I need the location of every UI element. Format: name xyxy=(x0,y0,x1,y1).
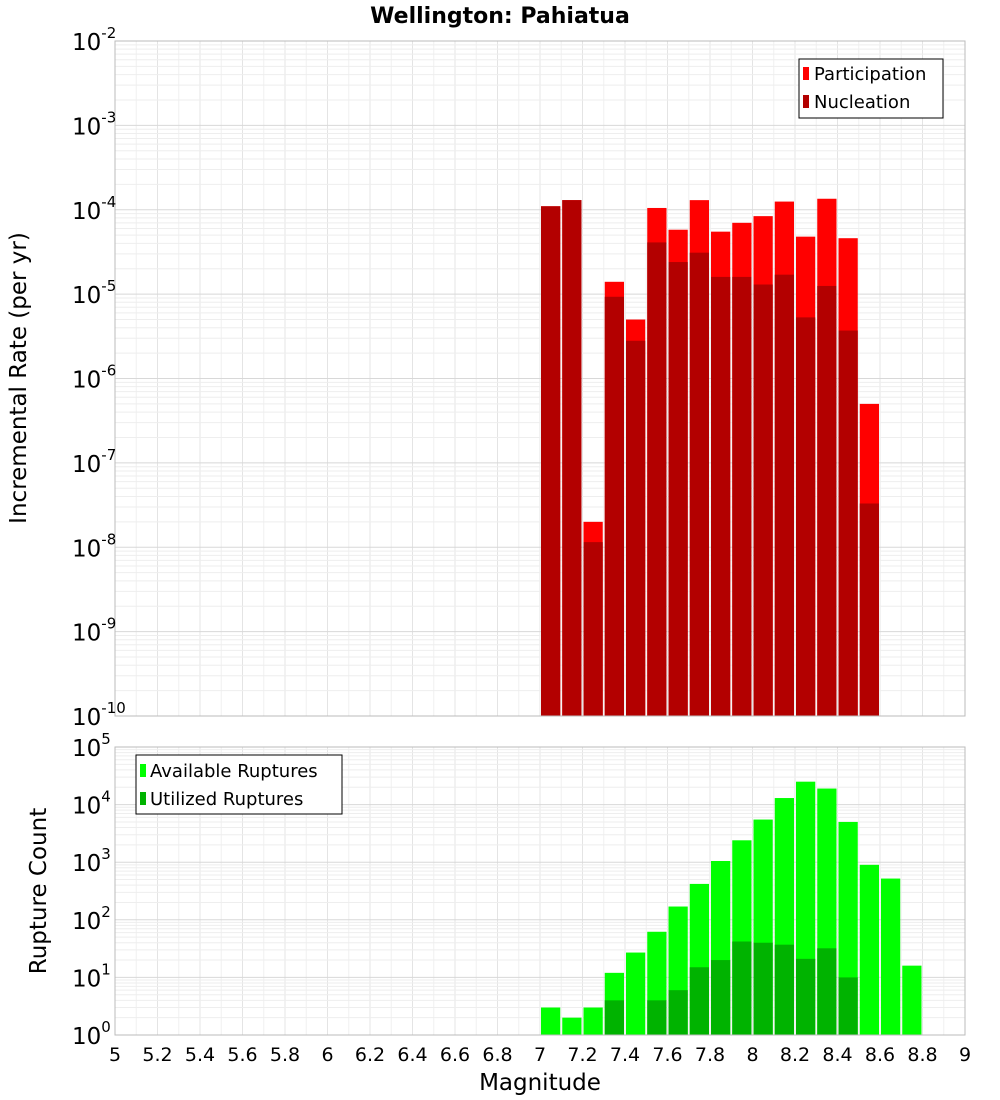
utilized-ruptures-bar xyxy=(647,1000,667,1035)
nucleation-bar xyxy=(838,330,858,716)
utilized-ruptures-bar xyxy=(753,942,773,1035)
legend-label-utilized: Utilized Ruptures xyxy=(150,789,303,810)
count-y-tick-label: 104 xyxy=(72,788,111,820)
nucleation-bar xyxy=(541,206,561,716)
utilized-ruptures-bar xyxy=(796,958,816,1035)
rate-y-tick-label: 10-8 xyxy=(72,530,116,562)
available-ruptures-bar xyxy=(541,1007,561,1035)
legend-swatch-utilized xyxy=(140,792,146,805)
x-tick-label: 5.4 xyxy=(185,1044,215,1066)
nucleation-bar xyxy=(647,242,667,716)
legend-label-nucleation: Nucleation xyxy=(814,92,910,113)
nucleation-bar xyxy=(859,503,879,716)
rate-y-tick-label: 10-7 xyxy=(72,446,116,478)
available-ruptures-bar xyxy=(583,1007,603,1035)
x-tick-label: 8.8 xyxy=(907,1044,937,1066)
nucleation-bar xyxy=(689,252,709,716)
rate-y-tick-label: 10-5 xyxy=(72,277,116,309)
nucleation-bar xyxy=(817,285,837,716)
nucleation-bar xyxy=(604,296,624,716)
x-axis-label: Magnitude xyxy=(479,1070,601,1096)
count-y-tick-label: 105 xyxy=(72,730,111,762)
count-y-tick-label: 101 xyxy=(72,960,111,992)
x-tick-label: 6.6 xyxy=(440,1044,470,1066)
utilized-ruptures-bar xyxy=(689,967,709,1035)
nucleation-bar xyxy=(668,262,688,716)
rate-legend: Participation Nucleation xyxy=(798,58,944,119)
rate-y-tick-label: 10-2 xyxy=(72,24,116,56)
x-ticks: 5 5.2 5.4 5.6 5.8 6 6.2 6.4 6.6 6.8 7 7.2 7.4 7.6 7.8 8… xyxy=(109,1044,971,1066)
rate-panel: 10-10 10-9 10-8 10-7 10-6 10-5 10-4 10-3 10-2 In… xyxy=(6,24,966,731)
nucleation-bar xyxy=(711,276,731,716)
available-ruptures-bar xyxy=(859,864,879,1035)
count-y-axis-label: Rupture Count xyxy=(26,808,52,974)
x-tick-label: 8.4 xyxy=(822,1044,852,1066)
nucleation-bar xyxy=(774,274,794,716)
rate-y-axis-label: Incremental Rate (per yr) xyxy=(6,232,32,524)
x-tick-label: 6.2 xyxy=(355,1044,385,1066)
x-tick-label: 7.6 xyxy=(652,1044,682,1066)
x-tick-label: 6 xyxy=(321,1044,333,1066)
chart-title: Wellington: Pahiatua xyxy=(370,4,630,29)
nucleation-bar xyxy=(583,542,603,716)
nucleation-bar xyxy=(753,284,773,716)
nucleation-bar xyxy=(796,317,816,716)
count-bars xyxy=(541,781,922,1035)
x-tick-label: 6.4 xyxy=(397,1044,427,1066)
x-tick-label: 6.8 xyxy=(482,1044,512,1066)
count-legend: Available Ruptures Utilized Ruptures xyxy=(135,754,343,815)
nucleation-bar xyxy=(562,200,582,716)
x-tick-label: 5.2 xyxy=(142,1044,172,1066)
x-tick-label: 5.6 xyxy=(227,1044,257,1066)
count-panel: 100 101 102 103 104 105 5 5.2 5.4 5.6 5.8 6 6.2 6.4 6… xyxy=(26,730,971,1096)
legend-swatch-nucleation xyxy=(803,95,809,108)
x-tick-label: 8.6 xyxy=(865,1044,895,1066)
utilized-ruptures-bar xyxy=(817,948,837,1035)
rate-y-tick-label: 10-3 xyxy=(72,108,116,140)
utilized-ruptures-bar xyxy=(838,977,858,1035)
rate-y-tick-label: 10-6 xyxy=(72,362,116,394)
utilized-ruptures-bar xyxy=(604,1000,624,1035)
legend-swatch-participation xyxy=(803,67,809,80)
utilized-ruptures-bar xyxy=(732,941,752,1035)
rate-y-ticks: 10-10 10-9 10-8 10-7 10-6 10-5 10-4 10-3 10-2 xyxy=(72,24,126,731)
nucleation-bar xyxy=(626,340,646,716)
count-y-tick-label: 100 xyxy=(72,1018,111,1050)
x-tick-label: 7 xyxy=(534,1044,546,1066)
count-y-tick-label: 102 xyxy=(72,903,111,935)
rate-grid xyxy=(114,41,966,717)
rate-bars xyxy=(541,198,879,717)
x-tick-label: 7.8 xyxy=(695,1044,725,1066)
utilized-ruptures-bar xyxy=(774,944,794,1035)
rate-y-tick-label: 10-10 xyxy=(72,699,126,731)
utilized-ruptures-bar xyxy=(668,990,688,1035)
x-tick-label: 5.8 xyxy=(270,1044,300,1066)
legend-swatch-available xyxy=(140,764,146,777)
available-ruptures-bar xyxy=(562,1017,582,1035)
x-tick-label: 7.2 xyxy=(567,1044,597,1066)
count-y-tick-label: 103 xyxy=(72,845,111,877)
x-tick-label: 9 xyxy=(959,1044,971,1066)
x-tick-label: 7.4 xyxy=(610,1044,640,1066)
count-y-ticks: 100 101 102 103 104 105 xyxy=(72,730,111,1050)
x-tick-label: 8 xyxy=(746,1044,758,1066)
legend-label-available: Available Ruptures xyxy=(150,761,318,782)
legend-label-participation: Participation xyxy=(814,64,926,85)
rate-y-tick-label: 10-4 xyxy=(72,193,116,225)
x-tick-label: 5 xyxy=(109,1044,121,1066)
available-ruptures-bar xyxy=(881,878,901,1035)
available-ruptures-bar xyxy=(626,952,646,1035)
nucleation-bar xyxy=(732,276,752,716)
rate-y-tick-label: 10-9 xyxy=(72,615,116,647)
available-ruptures-bar xyxy=(902,965,922,1035)
utilized-ruptures-bar xyxy=(711,960,731,1035)
x-tick-label: 8.2 xyxy=(780,1044,810,1066)
